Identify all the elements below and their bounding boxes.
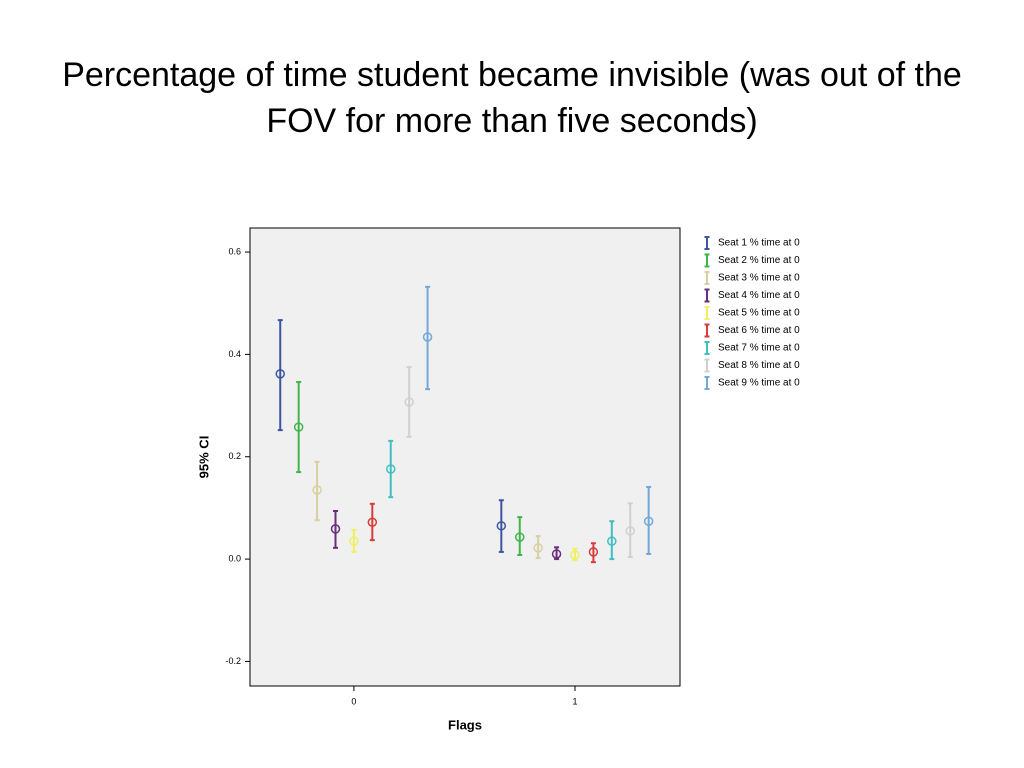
y-tick-label: 0.2 (228, 451, 241, 461)
y-tick-label: 0.0 (228, 553, 241, 563)
mean-marker (496, 521, 507, 531)
legend-label: Seat 8 % time at 0 (718, 360, 800, 371)
legend-label: Seat 9 % time at 0 (718, 378, 800, 389)
mean-marker (293, 422, 304, 432)
mean-marker (349, 536, 359, 546)
y-tick-label: 0.6 (228, 246, 241, 256)
mean-marker (588, 547, 599, 557)
x-tick-label: 1 (572, 696, 577, 706)
mean-marker (625, 526, 635, 536)
legend-label: Seat 1 % time at 0 (718, 238, 800, 249)
mean-marker (514, 532, 525, 542)
legend-label: Seat 6 % time at 0 (718, 325, 800, 336)
mean-marker (312, 485, 322, 495)
y-axis-label: 95% CI (196, 436, 211, 479)
mean-marker (551, 549, 562, 559)
mean-marker (385, 464, 396, 474)
y-tick-label: -0.2 (225, 656, 241, 666)
chart-title: Percentage of time student became invisi… (62, 56, 962, 140)
legend-label: Seat 2 % time at 0 (718, 255, 800, 266)
mean-marker (643, 516, 654, 526)
x-axis-label: Flags (448, 717, 482, 732)
mean-marker (404, 397, 414, 407)
plot-area (249, 227, 681, 687)
mean-marker (275, 369, 285, 379)
mean-marker (367, 517, 378, 527)
mean-marker (533, 543, 543, 553)
x-tick-label: 0 (351, 696, 356, 706)
y-tick-label: 0.4 (228, 349, 241, 359)
mean-marker (422, 332, 433, 342)
legend-label: Seat 5 % time at 0 (718, 308, 800, 319)
mean-marker (570, 550, 580, 560)
mean-marker (330, 524, 341, 534)
legend-label: Seat 4 % time at 0 (718, 290, 800, 301)
legend-label: Seat 3 % time at 0 (718, 273, 800, 284)
mean-marker (607, 536, 617, 546)
legend-label: Seat 7 % time at 0 (718, 343, 800, 354)
